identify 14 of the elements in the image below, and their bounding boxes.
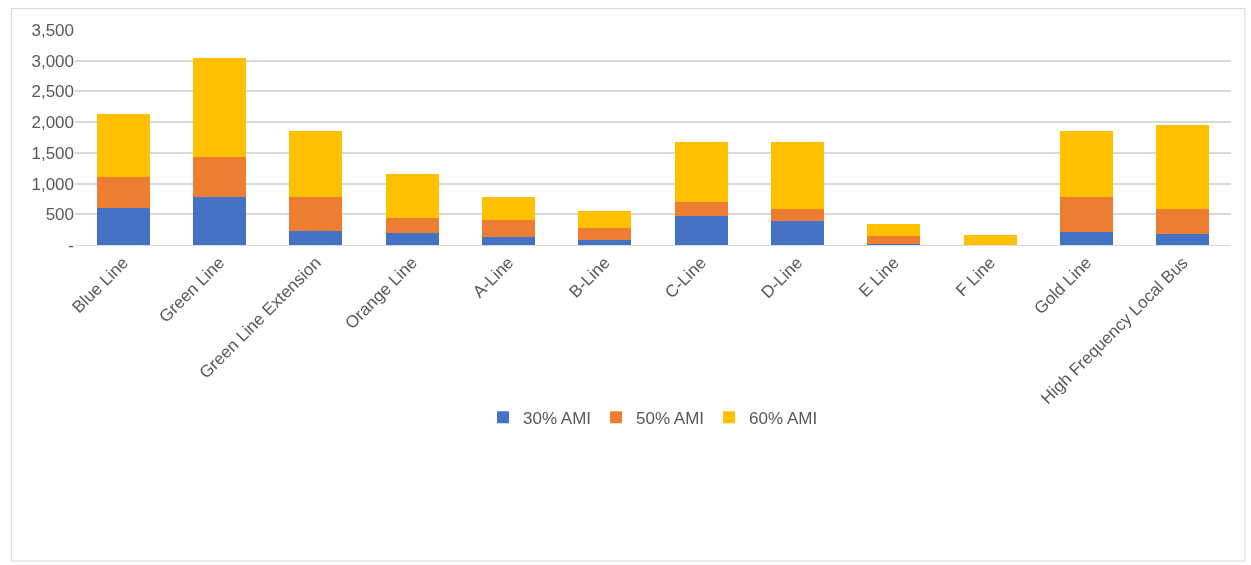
y-tick-label: 3,000 xyxy=(31,51,74,71)
x-tick-label: Blue Line xyxy=(68,253,133,317)
legend-label: 30% AMI xyxy=(523,408,592,428)
y-tick-label: 2,500 xyxy=(31,82,74,102)
y-tick-label: 500 xyxy=(45,205,74,225)
x-tick-label: E Line xyxy=(855,253,903,301)
legend-label: 50% AMI xyxy=(636,408,705,428)
x-tick-label: F Line xyxy=(952,253,1000,301)
legend-label: 60% AMI xyxy=(749,408,818,428)
y-tick-label: 1,000 xyxy=(31,174,74,194)
y-tick-label: 1,500 xyxy=(31,143,74,163)
y-tick-label: - xyxy=(68,235,74,255)
y-tick-label: 2,000 xyxy=(31,113,74,133)
y-tick-label: 3,500 xyxy=(31,20,74,40)
